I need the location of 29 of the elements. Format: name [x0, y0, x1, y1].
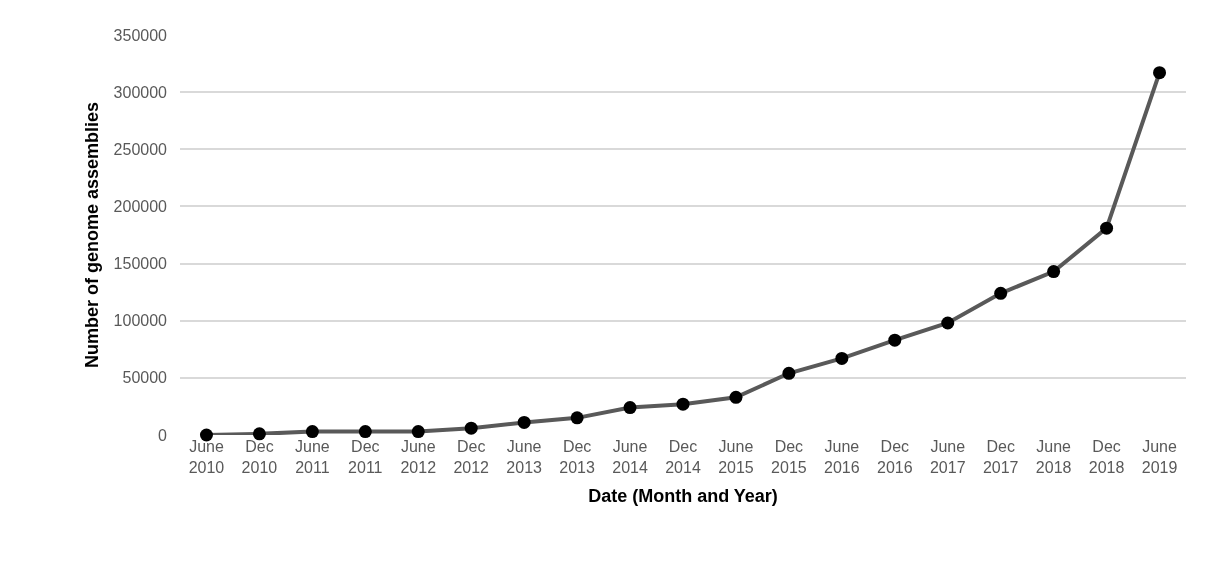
- x-tick-label: June 2017: [929, 438, 966, 476]
- y-tick-label: 350000: [113, 26, 168, 44]
- x-tick-label: Dec 2018: [1088, 438, 1125, 476]
- x-tick-label: June 2014: [612, 438, 648, 476]
- x-tick-label: Dec 2010: [241, 438, 278, 476]
- y-tick-label: 0: [158, 426, 168, 444]
- x-axis-title: Date (Month and Year): [588, 485, 778, 506]
- x-tick-label: June 2011: [295, 438, 330, 476]
- y-axis-title: Number of genome assemblies: [81, 101, 102, 369]
- y-tick-label: 300000: [113, 83, 168, 101]
- y-tick-label: 50000: [122, 369, 168, 387]
- y-tick-label: 250000: [113, 140, 168, 158]
- y-tick-label: 200000: [113, 198, 168, 216]
- x-tick-label: Dec 2017: [982, 438, 1019, 476]
- x-tick-label: June 2010: [188, 438, 225, 476]
- x-tick-label: Dec 2015: [771, 438, 807, 476]
- x-tick-label: Dec 2016: [876, 438, 913, 476]
- x-tick-label: Dec 2013: [559, 438, 596, 476]
- x-tick-label: Dec 2011: [348, 438, 383, 476]
- x-tick-label: Dec 2014: [665, 438, 701, 476]
- x-tick-label: June 2012: [400, 438, 437, 476]
- x-tick-label: June 2015: [718, 438, 754, 476]
- x-tick-label: June 2019: [1141, 438, 1178, 476]
- x-tick-label: June 2018: [1035, 438, 1072, 476]
- y-tick-label: 150000: [113, 255, 168, 273]
- y-tick-label: 100000: [113, 312, 168, 330]
- x-tick-label: Dec 2012: [453, 438, 490, 476]
- x-tick-label: June 2013: [506, 438, 543, 476]
- x-tick-label: June 2016: [824, 438, 860, 476]
